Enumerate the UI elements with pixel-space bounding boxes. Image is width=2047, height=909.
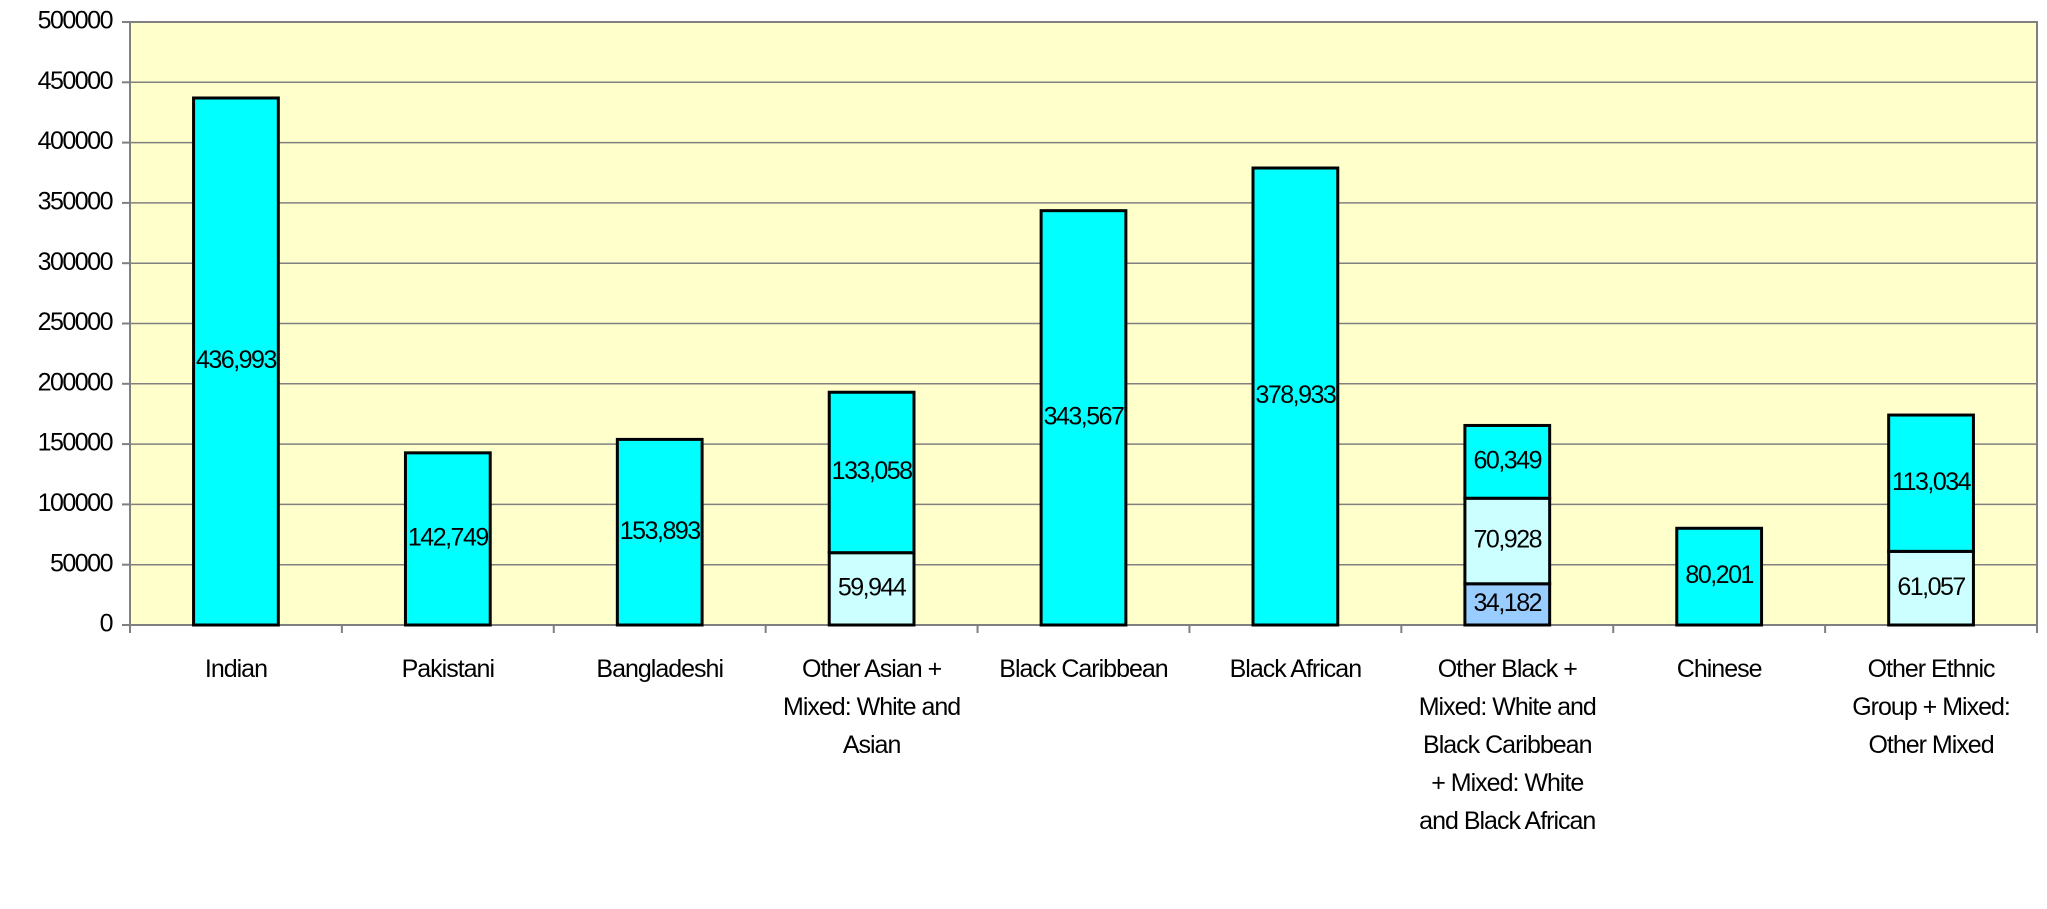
y-tick-label: 0 — [100, 610, 113, 638]
x-tick-label: Black African — [1229, 655, 1363, 683]
data-label: 59,944 — [838, 573, 907, 601]
bar-segment — [1039, 209, 1128, 627]
y-tick-label: 50000 — [50, 549, 113, 577]
data-label: 436,993 — [196, 346, 276, 374]
x-tick-label: Other Black + Mixed: White and Black Car… — [1418, 655, 1597, 835]
x-tick-label: Chinese — [1676, 655, 1763, 683]
x-tick-label: Pakistani — [401, 655, 495, 683]
x-tick-label: Other Asian + Mixed: White and Asian — [783, 655, 961, 759]
data-label: 378,933 — [1255, 381, 1335, 409]
bar-segment — [192, 96, 280, 627]
data-label: 343,567 — [1044, 402, 1124, 430]
y-tick-label: 150000 — [38, 429, 113, 457]
x-tick-label: Bangladeshi — [596, 655, 724, 683]
data-label: 133,058 — [832, 457, 912, 485]
y-tick-label: 450000 — [38, 67, 113, 95]
bar-segment — [1675, 526, 1764, 627]
y-tick-label: 250000 — [38, 308, 113, 336]
data-label: 61,057 — [1897, 573, 1965, 601]
bar-segment — [1463, 496, 1552, 586]
data-label: 70,928 — [1474, 526, 1542, 554]
data-label: 153,893 — [620, 517, 700, 545]
data-label: 34,182 — [1474, 589, 1542, 617]
data-label: 142,749 — [408, 524, 488, 552]
bar-segment — [1887, 549, 1975, 627]
bar-segment — [1251, 166, 1340, 627]
y-tick-label: 350000 — [38, 188, 113, 216]
y-tick-label: 200000 — [38, 368, 113, 396]
bar-segment — [403, 451, 492, 627]
x-tick-label: Black Caribbean — [999, 655, 1168, 683]
y-tick-label: 300000 — [38, 248, 113, 276]
bar-segment — [827, 390, 916, 555]
data-label: 60,349 — [1474, 446, 1542, 474]
data-label: 80,201 — [1685, 561, 1753, 589]
y-tick-label: 100000 — [38, 489, 113, 517]
bar-segment — [615, 437, 704, 627]
y-tick-label: 500000 — [38, 7, 113, 35]
x-tick-label: Indian — [204, 655, 268, 683]
bar-segment — [1887, 413, 1975, 553]
y-tick-label: 400000 — [38, 127, 113, 155]
x-tick-label: Other Ethnic Group + Mixed: Other Mixed — [1852, 655, 2011, 759]
data-label: 113,034 — [1892, 468, 1972, 496]
bar-segment — [827, 551, 916, 627]
bar-segment — [1463, 423, 1552, 500]
